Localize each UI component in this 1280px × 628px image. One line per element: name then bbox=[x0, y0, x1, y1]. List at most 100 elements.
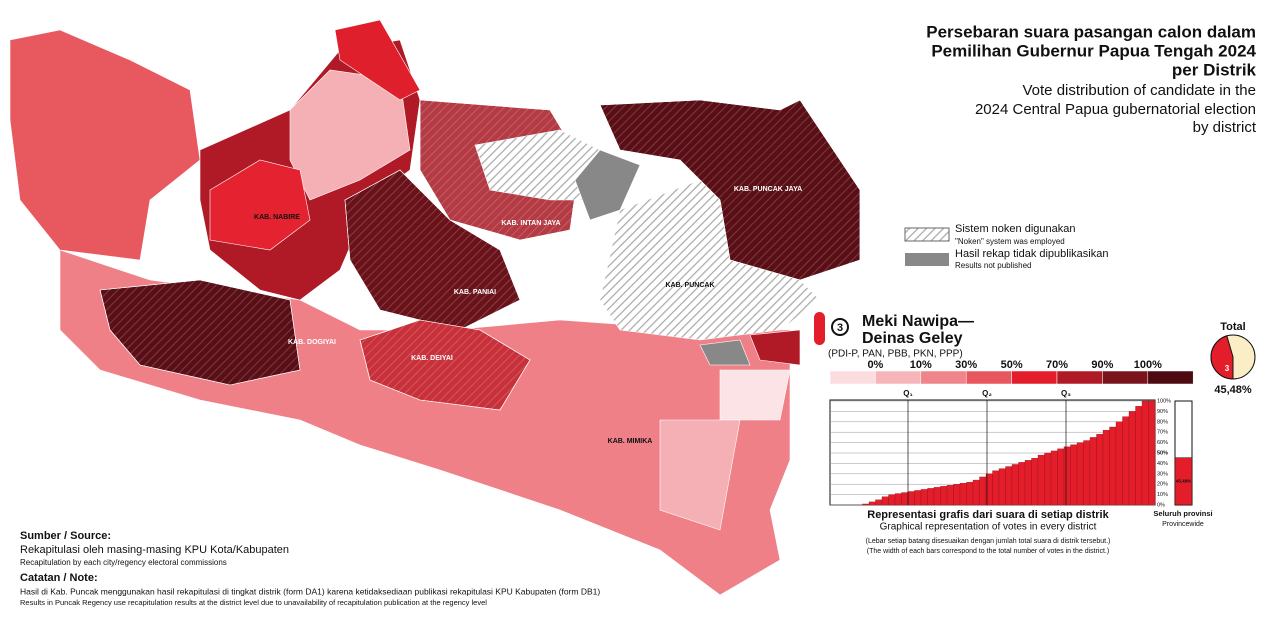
district-chart: Representasi grafis dari suara di setiap… bbox=[829, 389, 1213, 555]
district-bar bbox=[966, 481, 974, 506]
scale-label: 0% bbox=[867, 359, 883, 371]
district-bar bbox=[1148, 400, 1156, 506]
regency-label: KAB. MIMIKA bbox=[608, 438, 653, 445]
source-line: Rekapitulasi oleh masing-masing KPU Kota… bbox=[20, 544, 289, 556]
legend-sublabel: "Noken" system was employed bbox=[955, 237, 1065, 246]
district-bar bbox=[1096, 434, 1104, 506]
quartile-label: Q₃ bbox=[1061, 389, 1071, 398]
regency-label: KAB. DEIYAI bbox=[411, 355, 453, 362]
district-bar bbox=[1076, 442, 1084, 506]
district-bar bbox=[1070, 444, 1078, 506]
district-bar bbox=[933, 487, 941, 506]
quartile-label: Q₂ bbox=[982, 389, 992, 398]
title: Persebaran suara pasangan calon dalam bbox=[926, 22, 1256, 41]
province-subtitle: Provincewide bbox=[1162, 521, 1204, 528]
footer: Sumber / Source: Rekapitulasi oleh masin… bbox=[20, 530, 600, 607]
y-tick-label: 10% bbox=[1157, 492, 1168, 498]
y-tick-label: 30% bbox=[1157, 471, 1168, 477]
district-bar bbox=[1024, 460, 1032, 506]
region bbox=[719, 369, 791, 421]
y-tick-label: 70% bbox=[1157, 430, 1168, 436]
district-bar bbox=[1011, 464, 1019, 506]
district-bar bbox=[868, 501, 876, 506]
y-tick-label: 100% bbox=[1157, 398, 1171, 404]
province-label: 45,48% bbox=[1176, 479, 1191, 484]
region bbox=[749, 329, 801, 366]
district-bar bbox=[888, 494, 896, 506]
regency-label: KAB. NABIRE bbox=[254, 214, 300, 221]
chart-note: (The width of each bars correspond to th… bbox=[867, 548, 1109, 555]
legend-label: Sistem noken digunakan bbox=[955, 223, 1075, 235]
region bbox=[699, 339, 751, 366]
pie-number: 3 bbox=[1225, 364, 1230, 373]
district-bar bbox=[875, 499, 883, 506]
district-bar bbox=[1102, 429, 1110, 506]
scale-label: 100% bbox=[1134, 359, 1162, 371]
scale-cell bbox=[1102, 370, 1149, 385]
district-bar bbox=[914, 490, 922, 506]
map bbox=[9, 19, 861, 596]
region bbox=[209, 159, 311, 251]
subtitle: 2024 Central Papua gubernatorial electio… bbox=[975, 101, 1256, 118]
total-label: 45,48% bbox=[1214, 384, 1252, 396]
header: Persebaran suara pasangan calon dalam Pe… bbox=[926, 22, 1257, 135]
legend-swatch bbox=[904, 227, 950, 242]
district-bar bbox=[1050, 450, 1058, 506]
region bbox=[359, 319, 531, 411]
legend-sublabel: Results not published bbox=[955, 261, 1032, 270]
scale-cell bbox=[965, 370, 1012, 385]
chart-subtitle: Graphical representation of votes in eve… bbox=[880, 522, 1097, 533]
scale-cell bbox=[1056, 370, 1103, 385]
district-bar bbox=[1135, 406, 1143, 506]
district-bar bbox=[894, 493, 902, 506]
y-tick-label: 80% bbox=[1157, 419, 1168, 425]
district-bar bbox=[992, 470, 1000, 506]
candidate-badge bbox=[831, 318, 849, 336]
district-bar bbox=[1018, 462, 1026, 506]
note-line: Hasil di Kab. Puncak menggunakan hasil r… bbox=[20, 586, 600, 596]
district-bar bbox=[1057, 448, 1065, 506]
scale-cell bbox=[920, 370, 967, 385]
district-bar bbox=[862, 503, 870, 506]
district-bar bbox=[979, 476, 987, 506]
district-bar bbox=[1122, 416, 1130, 506]
district-bar bbox=[1063, 446, 1071, 506]
subtitle: Vote distribution of candidate in the bbox=[1023, 82, 1257, 99]
region bbox=[344, 169, 521, 331]
region bbox=[599, 179, 821, 341]
district-bar bbox=[1037, 454, 1045, 506]
regency-labels: KAB. NABIRE KAB. INTAN JAYA KAB. PUNCAK … bbox=[254, 186, 802, 445]
scale-cell bbox=[829, 370, 876, 385]
candidate: 3 Meki Nawipa— Deinas Geley (PDI-P, PAN,… bbox=[814, 312, 974, 360]
pie-slice bbox=[1210, 335, 1234, 380]
district-bar bbox=[953, 484, 961, 506]
candidate-parties: (PDI-P, PAN, PBB, PKN, PPP) bbox=[828, 349, 963, 360]
province-title: Seluruh provinsi bbox=[1153, 509, 1212, 518]
district-bar bbox=[1089, 437, 1097, 506]
district-bar bbox=[972, 479, 980, 506]
district-bar bbox=[927, 488, 935, 506]
legend-swatch bbox=[905, 253, 949, 266]
candidate-name: Deinas Geley bbox=[862, 330, 963, 347]
regency-label: KAB. INTAN JAYA bbox=[501, 220, 560, 227]
y-tick-label: 90% bbox=[1157, 409, 1168, 415]
region bbox=[9, 29, 201, 261]
district-bar bbox=[998, 468, 1006, 506]
quartile-label: Q₁ bbox=[903, 389, 913, 398]
region bbox=[334, 19, 421, 101]
district-bar bbox=[946, 485, 954, 506]
candidate-color bbox=[814, 312, 825, 345]
district-bar bbox=[1128, 411, 1136, 506]
scale-label: 50% bbox=[1001, 359, 1023, 371]
chart-title: Representasi grafis dari suara di setiap… bbox=[867, 509, 1109, 521]
scale-label: 10% bbox=[910, 359, 932, 371]
title: per Distrik bbox=[1172, 60, 1257, 79]
total: Total 45,48% bbox=[1210, 321, 1256, 396]
color-scale: 0% 10% 30% 50% 70% 90% 100% bbox=[829, 359, 1194, 385]
province-bar bbox=[1174, 457, 1193, 506]
district-bar bbox=[1031, 458, 1039, 506]
regency-label: KAB. PANIAI bbox=[454, 289, 496, 296]
region bbox=[289, 69, 411, 201]
y-tick-label: 0% bbox=[1157, 502, 1165, 508]
region bbox=[659, 419, 741, 531]
